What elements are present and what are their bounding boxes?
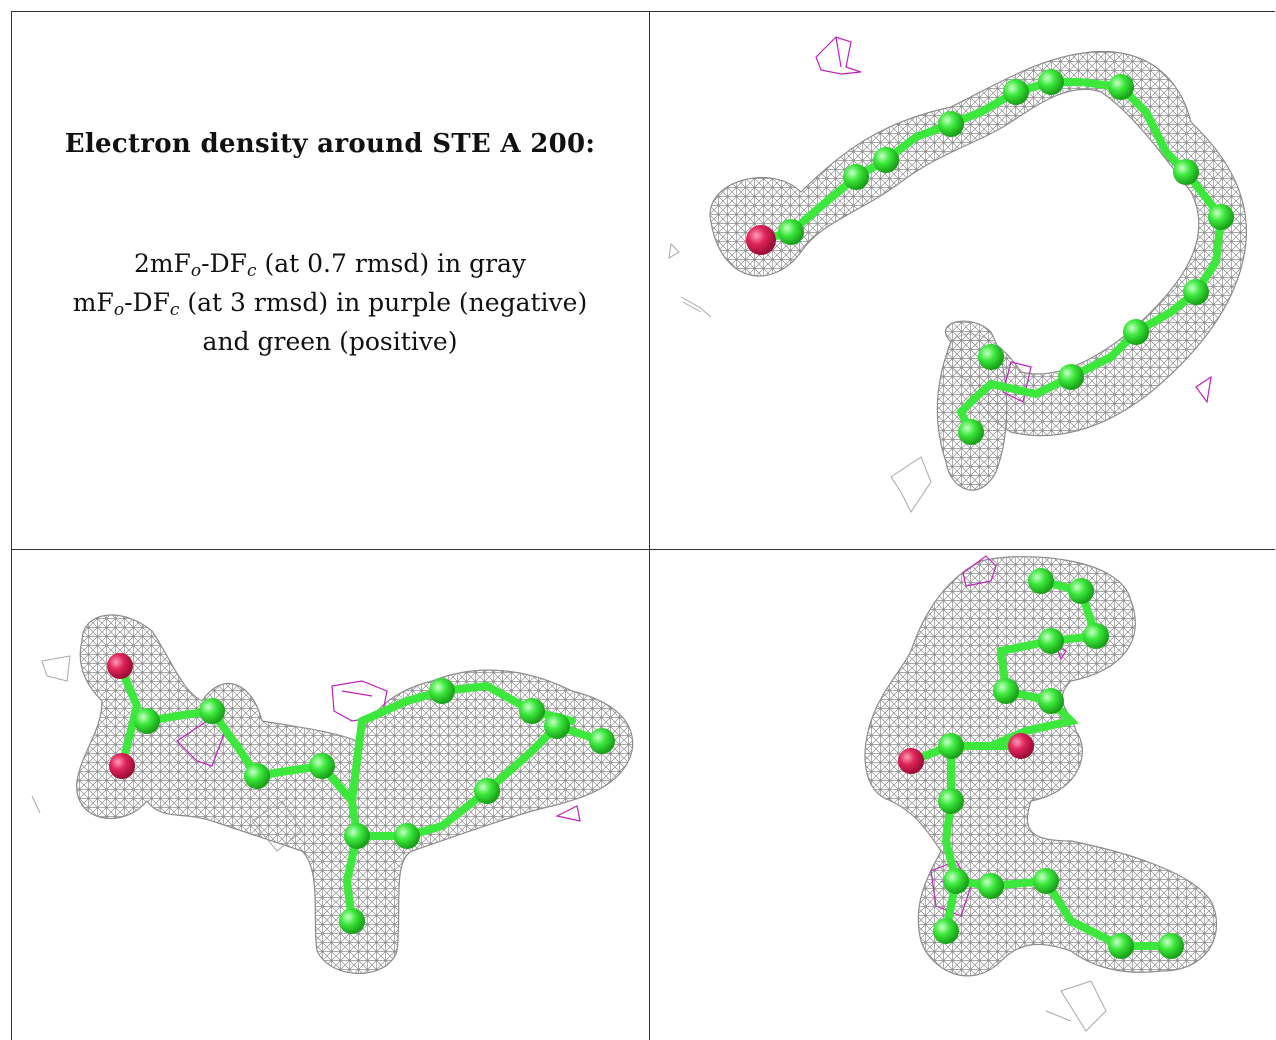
grid-divider-vertical bbox=[649, 11, 650, 1040]
ligand-atoms bbox=[107, 653, 615, 934]
density-view-bottom-left bbox=[12, 551, 648, 1040]
carbon-atom bbox=[309, 753, 335, 779]
carbon-atom bbox=[938, 111, 964, 137]
carbon-atom bbox=[1173, 159, 1199, 185]
carbon-atom bbox=[1123, 319, 1149, 345]
oxygen-atom bbox=[107, 653, 133, 679]
carbon-atom bbox=[933, 918, 959, 944]
carbon-atom bbox=[1083, 623, 1109, 649]
density-render-bottom-right bbox=[864, 555, 1218, 1032]
carbon-atom bbox=[938, 733, 964, 759]
carbon-atom bbox=[1003, 79, 1029, 105]
carbon-atom bbox=[1033, 868, 1059, 894]
carbon-atom bbox=[1058, 364, 1084, 390]
carbon-atom bbox=[429, 678, 455, 704]
carbon-atom bbox=[843, 164, 869, 190]
density-view-top-right bbox=[651, 12, 1275, 548]
carbon-atom bbox=[978, 873, 1004, 899]
carbon-atom bbox=[1038, 69, 1064, 95]
carbon-atom bbox=[134, 708, 160, 734]
carbon-atom bbox=[1208, 204, 1234, 230]
caption-description: 2mFo-DFc (at 0.7 rmsd) in gray mFo-DFc (… bbox=[12, 244, 648, 361]
mesh-stray bbox=[1045, 980, 1107, 1032]
carbon-atom bbox=[1068, 578, 1094, 604]
carbon-atom bbox=[244, 763, 270, 789]
carbon-atom bbox=[943, 868, 969, 894]
carbon-atom bbox=[873, 147, 899, 173]
carbon-atom bbox=[589, 728, 615, 754]
caption-line-fofc: mFo-DFc (at 3 rmsd) in purple (negative) bbox=[72, 288, 588, 320]
carbon-atom bbox=[1108, 74, 1134, 100]
carbon-atom bbox=[344, 823, 370, 849]
carbon-atom bbox=[1038, 688, 1064, 714]
carbon-atom bbox=[1038, 628, 1064, 654]
density-view-bottom-right bbox=[651, 551, 1275, 1040]
carbon-atom bbox=[1183, 279, 1209, 305]
carbon-atom bbox=[978, 344, 1004, 370]
oxygen-atom bbox=[1008, 733, 1034, 759]
oxygen-atom bbox=[898, 748, 924, 774]
carbon-atom bbox=[394, 823, 420, 849]
grid-divider-horizontal bbox=[11, 549, 1275, 550]
carbon-atom bbox=[544, 713, 570, 739]
carbon-atom bbox=[339, 908, 365, 934]
carbon-atom bbox=[199, 698, 225, 724]
carbon-atom bbox=[1158, 933, 1184, 959]
ligand-atoms bbox=[898, 568, 1184, 959]
carbon-atom bbox=[519, 698, 545, 724]
caption-panel: Electron density around STE A 200: 2mFo-… bbox=[12, 12, 648, 548]
figure-grid bbox=[11, 11, 1275, 1040]
density-render-top-right bbox=[668, 36, 1247, 513]
carbon-atom bbox=[778, 219, 804, 245]
oxygen-atom bbox=[746, 225, 776, 255]
mesh-stray bbox=[668, 242, 932, 513]
caption-title: Electron density around STE A 200: bbox=[64, 129, 596, 159]
carbon-atom bbox=[958, 419, 984, 445]
density-render-bottom-left bbox=[31, 614, 634, 974]
caption-line-positive: and green (positive) bbox=[202, 327, 458, 356]
mesh-stray bbox=[31, 655, 303, 852]
mesh-negative bbox=[815, 36, 1212, 404]
carbon-atom bbox=[1108, 933, 1134, 959]
ligand-atoms bbox=[746, 69, 1234, 445]
carbon-atom bbox=[993, 678, 1019, 704]
carbon-atom bbox=[474, 778, 500, 804]
carbon-atom bbox=[1028, 568, 1054, 594]
oxygen-atom bbox=[109, 753, 135, 779]
carbon-atom bbox=[938, 788, 964, 814]
caption-line-2fofc: 2mFo-DFc (at 0.7 rmsd) in gray bbox=[133, 249, 527, 281]
